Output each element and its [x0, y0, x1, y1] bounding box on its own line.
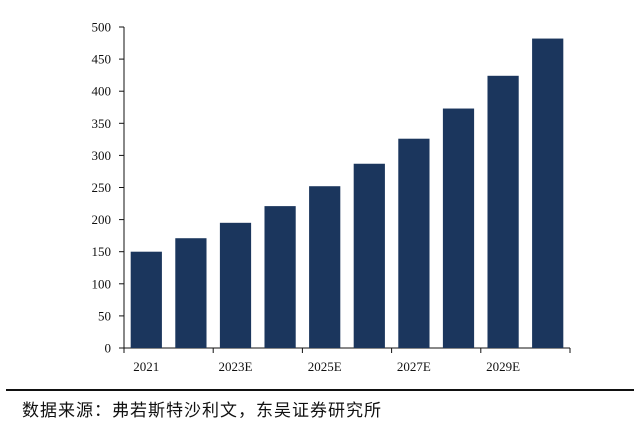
y-tick-label: 400 — [92, 84, 112, 99]
bars-group — [130, 38, 564, 349]
bar-2026E — [353, 163, 385, 348]
bar-2022 — [175, 238, 207, 348]
bar-2024E — [264, 206, 296, 348]
x-tick-label: 2029E — [486, 359, 520, 374]
bar-2025E — [309, 186, 341, 348]
bar-2030E — [532, 38, 564, 348]
x-tick-label: 2021 — [133, 359, 159, 374]
source-note: 数据来源：弗若斯特沙利文，东吴证券研究所 — [22, 401, 382, 421]
y-tick-label: 100 — [92, 276, 112, 291]
bar-2027E — [398, 138, 430, 348]
y-tick-label: 500 — [92, 20, 112, 35]
y-tick-label: 150 — [92, 244, 112, 259]
y-tick-label: 0 — [105, 341, 112, 356]
bar-2028E — [442, 108, 475, 348]
x-axis: 2021 2023E 2025E 2027E 2029E — [123, 347, 571, 374]
y-tick-label: 300 — [92, 148, 112, 163]
y-tick-label: 50 — [98, 308, 111, 323]
y-tick-label: 250 — [92, 180, 112, 195]
y-axis: 0 50 100 150 200 250 300 350 400 450 500 — [92, 20, 125, 356]
y-tick-label: 200 — [92, 212, 112, 227]
source-divider — [6, 389, 634, 391]
bar-2023E — [219, 222, 252, 348]
x-tick-label: 2025E — [308, 359, 342, 374]
x-tick-label: 2023E — [219, 359, 253, 374]
bar-2029E — [487, 75, 519, 349]
bar-2021 — [130, 251, 162, 348]
y-tick-label: 350 — [92, 116, 112, 131]
y-tick-label: 450 — [92, 52, 112, 67]
x-tick-label: 2027E — [397, 359, 431, 374]
bar-chart: 0 50 100 150 200 250 300 350 400 450 500 2021 2023E… — [92, 20, 571, 374]
